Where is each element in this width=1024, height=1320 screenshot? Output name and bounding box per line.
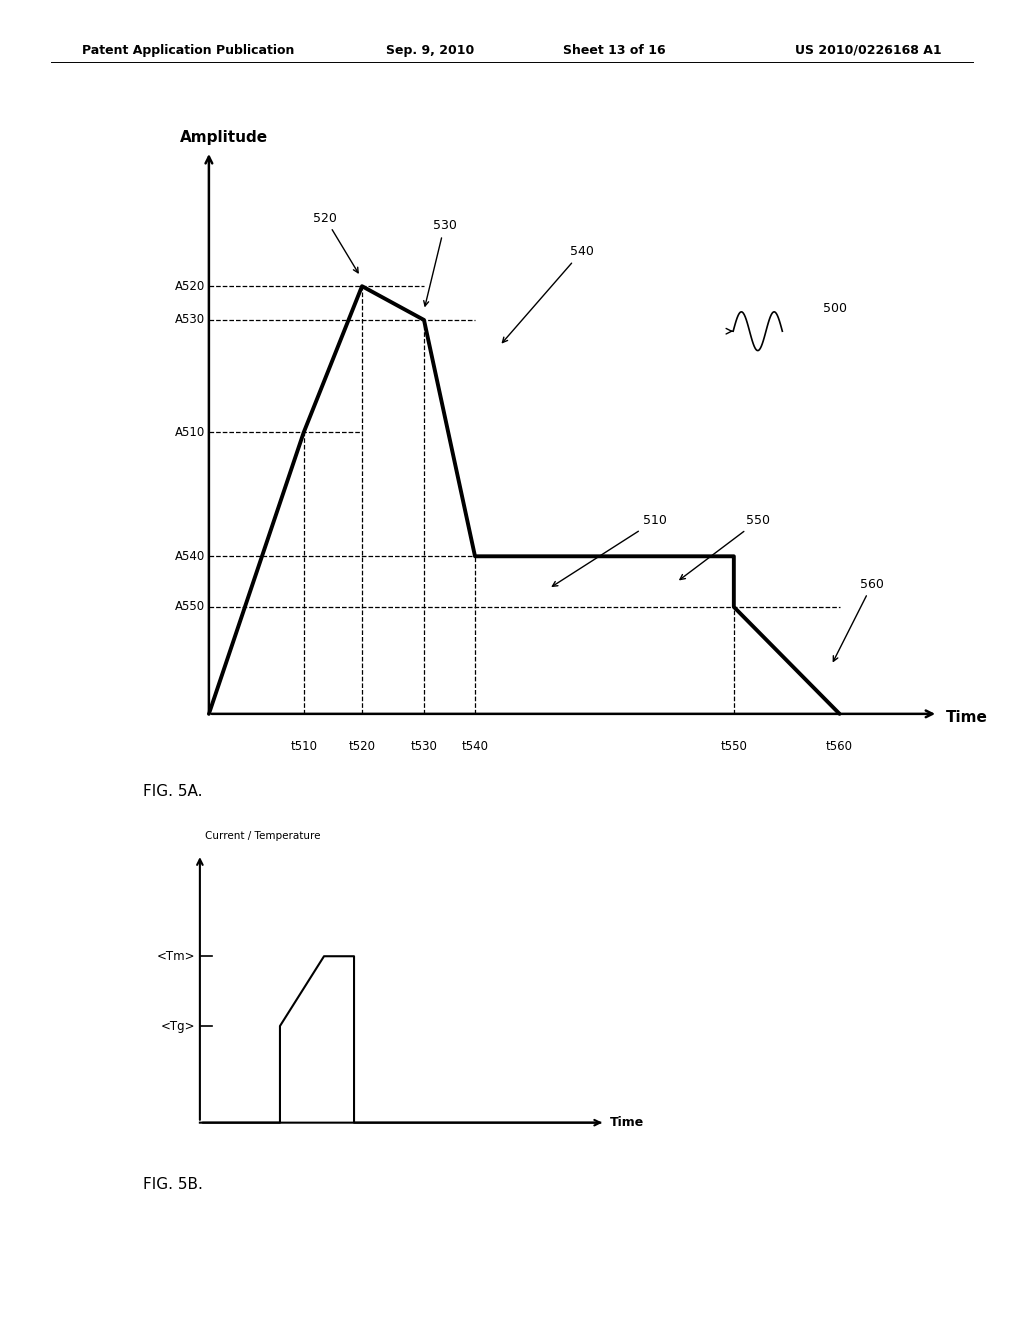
Text: Time: Time	[609, 1117, 644, 1129]
Text: t530: t530	[411, 739, 437, 752]
Text: A550: A550	[175, 601, 205, 614]
Text: Current / Temperature: Current / Temperature	[205, 832, 321, 841]
Text: 560: 560	[834, 578, 885, 661]
Text: 510: 510	[552, 513, 668, 586]
Text: Time: Time	[946, 710, 988, 725]
Text: FIG. 5B.: FIG. 5B.	[143, 1177, 203, 1192]
Text: t520: t520	[348, 739, 376, 752]
Text: <Tm>: <Tm>	[157, 949, 196, 962]
Text: A510: A510	[174, 426, 205, 440]
Text: A530: A530	[175, 313, 205, 326]
Text: 500: 500	[823, 302, 847, 315]
Text: t510: t510	[290, 739, 317, 752]
Text: t540: t540	[462, 739, 488, 752]
Text: 520: 520	[313, 211, 358, 273]
Text: t550: t550	[721, 739, 748, 752]
Text: <Tg>: <Tg>	[161, 1019, 196, 1032]
Text: 530: 530	[424, 219, 457, 306]
Text: A540: A540	[174, 550, 205, 562]
Text: A520: A520	[174, 280, 205, 293]
Text: US 2010/0226168 A1: US 2010/0226168 A1	[796, 44, 942, 57]
Text: Amplitude: Amplitude	[180, 129, 268, 145]
Text: Sheet 13 of 16: Sheet 13 of 16	[563, 44, 666, 57]
Text: 540: 540	[503, 246, 594, 343]
Text: FIG. 5A.: FIG. 5A.	[143, 784, 203, 799]
Text: 550: 550	[680, 513, 770, 579]
Text: t560: t560	[826, 739, 853, 752]
Text: Patent Application Publication: Patent Application Publication	[82, 44, 294, 57]
Text: Sep. 9, 2010: Sep. 9, 2010	[386, 44, 474, 57]
